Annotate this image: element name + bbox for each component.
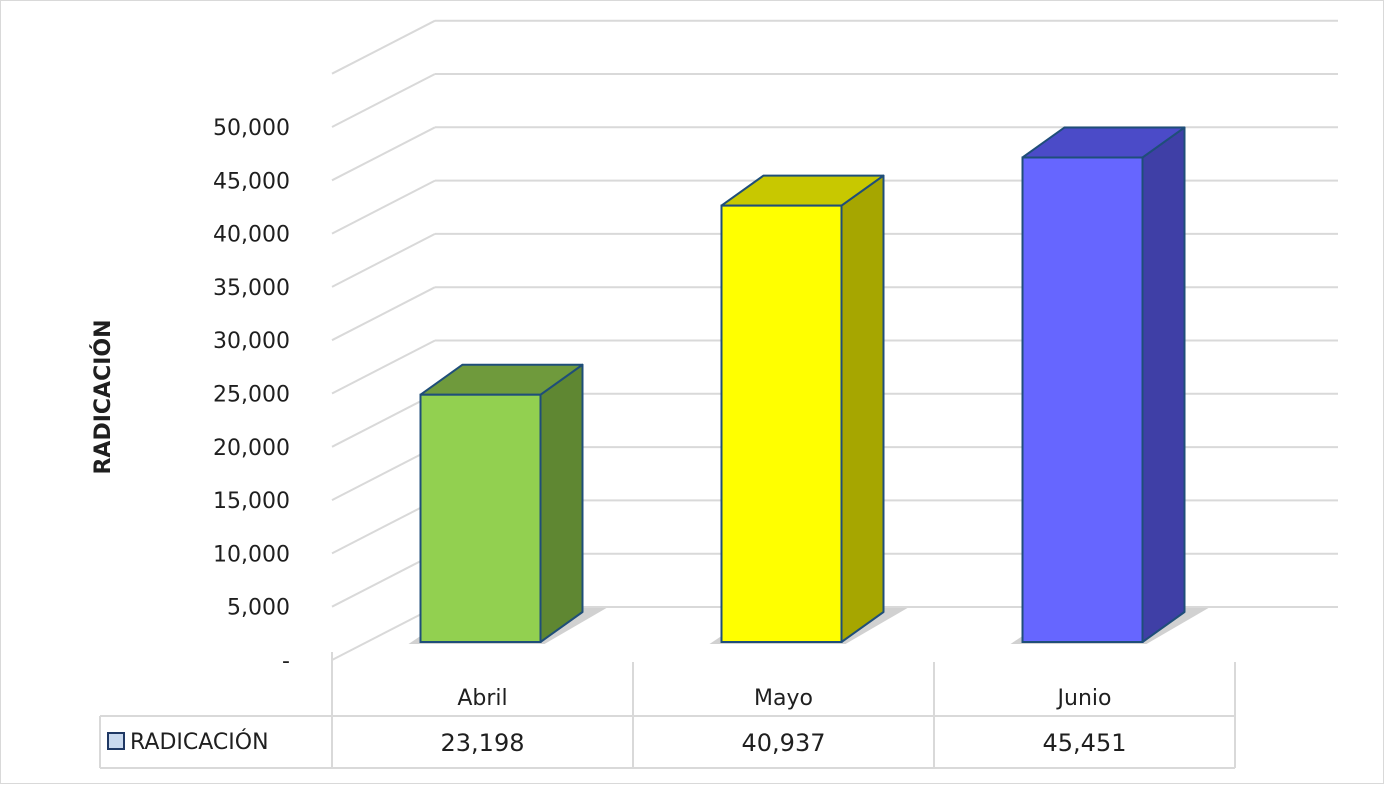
bar-side [1141, 126, 1186, 643]
y-axis-label: RADICACIÓN [90, 319, 116, 474]
y-tick-label: 30,000 [213, 329, 290, 354]
bar-side [840, 174, 885, 643]
y-tick-label: 35,000 [213, 276, 290, 301]
bar-junio [1021, 126, 1186, 643]
bar-side [539, 363, 584, 643]
gridline [331, 339, 436, 395]
bar-abril [419, 363, 584, 643]
y-tick-label: 15,000 [213, 489, 290, 514]
gridline [331, 392, 436, 448]
gridline [331, 179, 436, 235]
y-tick-label: 50,000 [213, 116, 290, 141]
data-table-value: 40,937 [742, 729, 826, 757]
y-tick-label: - [282, 649, 290, 674]
gridline [331, 126, 436, 182]
y-tick-labels: - 5,000 10,000 15,000 20,000 25,000 30,000 35,0… [213, 116, 290, 674]
bars [419, 126, 1186, 644]
gridline [331, 286, 436, 342]
gridline [331, 499, 436, 555]
bar-mayo [720, 174, 885, 644]
x-tick-label: Mayo [754, 686, 813, 711]
y-tick-label: 10,000 [213, 542, 290, 567]
x-tick-label: Abril [457, 686, 507, 711]
gridline [331, 19, 436, 75]
gridlines [331, 19, 1338, 661]
y-tick-label: 20,000 [213, 436, 290, 461]
bar-front [720, 204, 843, 644]
bar-front [1021, 156, 1144, 643]
y-tick-label: 45,000 [213, 169, 290, 194]
y-tick-label: 5,000 [227, 596, 290, 621]
gridline [331, 446, 436, 501]
legend-key [107, 732, 125, 750]
data-table-value: 45,451 [1043, 729, 1127, 757]
y-tick-label: 40,000 [213, 223, 290, 248]
y-tick-label: 25,000 [213, 383, 290, 408]
data-table-value: 23,198 [441, 729, 525, 757]
gridline [331, 73, 436, 128]
gridline [331, 233, 436, 288]
legend-label: RADICACIÓN [130, 729, 269, 755]
bar-front [419, 393, 542, 643]
data-table: Abril Mayo Junio RADICACIÓN 23,198 40,937 45,4… [99, 652, 1236, 769]
gridline [331, 606, 436, 661]
x-tick-label: Junio [1056, 686, 1112, 711]
gridline [331, 552, 436, 608]
